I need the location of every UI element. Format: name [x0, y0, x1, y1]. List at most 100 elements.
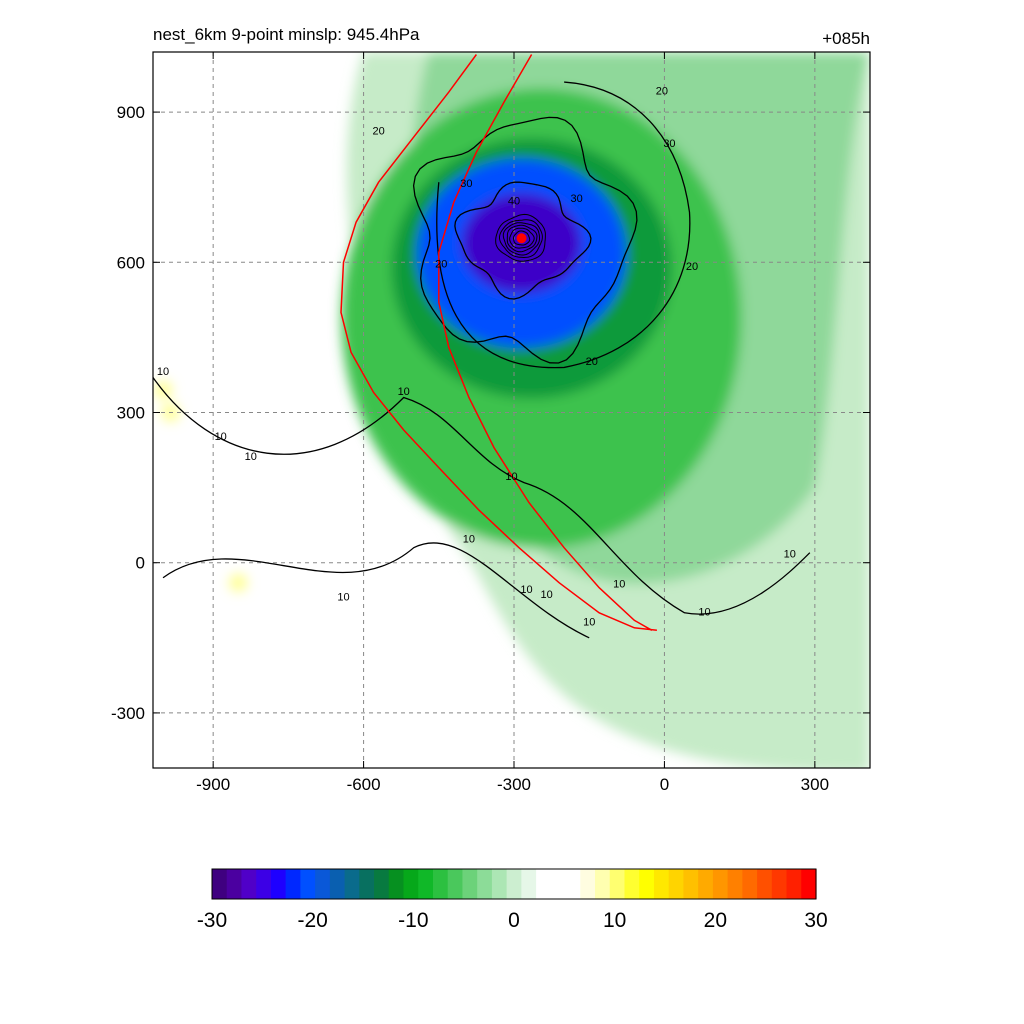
colorbar-swatch [698, 869, 714, 899]
colorbar-tick-label: 0 [508, 909, 520, 932]
colorbar-swatch [477, 869, 493, 899]
wind-field [154, 52, 870, 768]
contour-eyewall [513, 230, 531, 246]
colorbar-swatch [403, 869, 419, 899]
colorbar-swatch [359, 869, 375, 899]
contour-eyewall [509, 227, 535, 249]
storm-center-marker [516, 233, 527, 244]
colorbar-swatch [639, 869, 655, 899]
colorbar-swatch [388, 869, 405, 899]
contour-label: 10 [463, 534, 475, 546]
x-tick-label: 300 [801, 775, 829, 794]
contour-30 [412, 116, 638, 364]
y-tick-label: 900 [117, 103, 145, 122]
contour-label: 40 [508, 196, 520, 208]
colorbar-swatch [565, 869, 581, 899]
colorbar-swatch [595, 869, 611, 899]
colorbar-tick-label: -30 [197, 909, 227, 932]
plot-frame [152, 51, 871, 769]
x-tick-label: -900 [196, 775, 230, 794]
colorbar: -30 -20 -10 0 10 20 30 [197, 868, 828, 932]
colorbar-swatch [315, 869, 331, 899]
contour-label: 10 [698, 606, 710, 618]
colorbar-tick-label: -20 [297, 909, 327, 932]
y-tick-label: 600 [117, 253, 145, 272]
colorbar-swatch [212, 869, 228, 899]
colorbar-swatch [742, 869, 758, 899]
colorbar-swatch [418, 869, 434, 899]
contour-labels: 20 20 30 30 30 40 20 20 20 10 10 10 10 10 10 10 10 10 10 10… [157, 86, 796, 629]
colorbar-frame [211, 868, 817, 900]
track-line-outer [340, 54, 657, 632]
contour-20 [436, 81, 691, 369]
colorbar-swatch [226, 869, 243, 899]
contour-eyewall [495, 213, 546, 262]
colorbar-swatch [771, 869, 788, 899]
chart-title: nest_6km 9-point minslp: 945.4hPa [153, 25, 420, 44]
colorbar-swatch [536, 869, 552, 899]
colorbar-swatch [550, 869, 567, 899]
contour-label: 10 [505, 471, 517, 483]
colorbar-tick-label: 30 [804, 909, 827, 932]
contour-label: 30 [460, 178, 472, 190]
colorbar-swatch [300, 869, 316, 899]
colorbar-swatch [344, 869, 360, 899]
axes: -900 -600 -300 0 300 900 600 300 0 -300 [111, 52, 870, 794]
contour-label: 20 [435, 258, 447, 270]
y-tick-label: 300 [117, 404, 145, 423]
contour-label: 10 [583, 616, 595, 628]
colorbar-tick-label: 20 [704, 909, 727, 932]
contour-eyewall [502, 222, 540, 256]
x-tick-label: 0 [660, 775, 669, 794]
colorbar-swatch [727, 869, 743, 899]
contour-label: 10 [337, 591, 349, 603]
colorbar-swatch [683, 869, 699, 899]
colorbar-swatch [462, 869, 478, 899]
contour-label: 20 [686, 261, 698, 273]
colorbar-swatch [624, 869, 640, 899]
colorbar-tick-label: -10 [398, 909, 428, 932]
contour-eyewall [499, 219, 543, 259]
contour-label: 20 [586, 356, 598, 368]
colorbar-swatch [432, 869, 449, 899]
contour-label: 20 [656, 86, 668, 98]
y-tick-label: -300 [111, 704, 145, 723]
contour-label: 10 [398, 386, 410, 398]
contour-40 [454, 181, 592, 300]
contour-label: 10 [784, 549, 796, 561]
colorbar-swatch [374, 869, 390, 899]
contour-label: 10 [540, 589, 552, 601]
contour-label: 10 [245, 451, 257, 463]
colorbar-swatch [801, 869, 817, 899]
colorbar-swatch [712, 869, 729, 899]
contour-label: 10 [520, 584, 532, 596]
colorbar-swatch [757, 869, 773, 899]
track-line-inner [438, 54, 653, 631]
time-label: +085h [822, 29, 870, 48]
colorbar-swatch [256, 869, 272, 899]
contour-label: 10 [215, 431, 227, 443]
x-tick-label: -300 [497, 775, 531, 794]
colorbar-swatch [580, 869, 596, 899]
field-spot-positive [229, 573, 248, 592]
colorbar-swatch [285, 869, 301, 899]
contour-label: 10 [157, 366, 169, 378]
colorbar-swatch [241, 869, 257, 899]
colorbar-swatch [653, 869, 670, 899]
colorbar-swatch [506, 869, 522, 899]
track-lines [340, 54, 657, 632]
x-tick-label: -600 [347, 775, 381, 794]
contour-10-south [162, 542, 590, 639]
colorbar-swatch [491, 869, 508, 899]
colorbar-swatch [329, 869, 346, 899]
colorbar-swatch [668, 869, 685, 899]
colorbar-swatch [270, 869, 287, 899]
colorbar-swatch [521, 869, 537, 899]
colorbar-swatch [609, 869, 626, 899]
contour-label: 10 [613, 579, 625, 591]
colorbar-tick-label: 10 [603, 909, 626, 932]
contour-label: 20 [373, 126, 385, 138]
contour-label: 30 [663, 138, 675, 150]
colorbar-swatch [786, 869, 802, 899]
